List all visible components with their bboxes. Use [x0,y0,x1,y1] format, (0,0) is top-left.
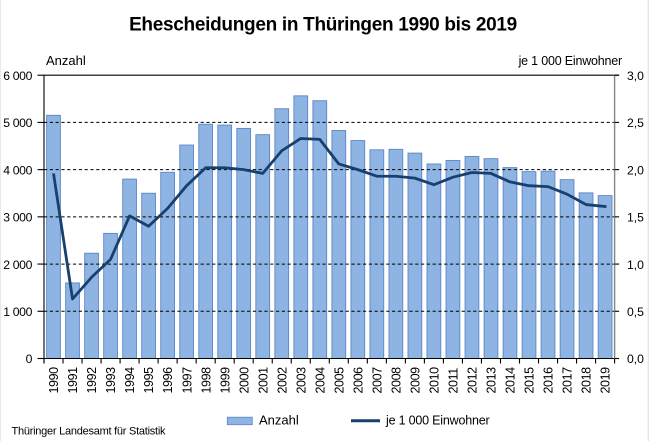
svg-text:Anzahl: Anzahl [46,53,86,68]
svg-text:2002: 2002 [275,367,289,394]
svg-text:1997: 1997 [180,367,194,394]
svg-text:2010: 2010 [428,367,442,394]
svg-text:6 000: 6 000 [3,69,32,83]
svg-text:1,5: 1,5 [627,211,644,225]
svg-text:2005: 2005 [332,367,346,394]
svg-text:1992: 1992 [85,367,99,394]
svg-text:1996: 1996 [161,367,175,394]
svg-text:2003: 2003 [294,367,308,394]
svg-text:2007: 2007 [370,367,384,394]
svg-text:2011: 2011 [447,368,461,394]
svg-text:3 000: 3 000 [3,211,32,225]
svg-text:1990: 1990 [47,367,61,394]
svg-text:5 000: 5 000 [3,116,32,130]
svg-text:1993: 1993 [104,367,118,394]
svg-text:2001: 2001 [256,367,270,394]
svg-text:je 1 000 Einwohner: je 1 000 Einwohner [518,54,622,68]
svg-text:2019: 2019 [599,367,613,394]
svg-text:2018: 2018 [580,367,594,394]
svg-text:je 1 000 Einwohner: je 1 000 Einwohner [385,414,489,428]
svg-text:2000: 2000 [237,367,251,394]
svg-text:Ehescheidungen in Thüringen 19: Ehescheidungen in Thüringen 1990 bis 201… [129,15,517,36]
svg-text:2012: 2012 [466,367,480,394]
svg-text:2016: 2016 [542,367,556,394]
svg-text:0,0: 0,0 [627,352,644,366]
svg-text:2015: 2015 [523,367,537,394]
svg-text:2004: 2004 [313,367,327,394]
svg-text:2017: 2017 [561,367,575,394]
svg-text:1,0: 1,0 [627,258,644,272]
svg-text:3,0: 3,0 [627,69,644,83]
svg-text:1 000: 1 000 [3,305,32,319]
svg-text:Anzahl: Anzahl [259,413,299,428]
svg-text:4 000: 4 000 [3,163,32,177]
svg-text:0: 0 [26,352,33,366]
svg-text:2014: 2014 [504,367,518,394]
svg-text:2,5: 2,5 [627,116,644,130]
svg-text:2009: 2009 [408,367,422,394]
svg-text:1999: 1999 [218,367,232,394]
svg-text:1994: 1994 [123,367,137,394]
svg-text:2006: 2006 [351,367,365,394]
svg-text:2,0: 2,0 [627,163,644,177]
svg-text:0,5: 0,5 [627,305,644,319]
svg-text:Thüringer Landesamt für Statis: Thüringer Landesamt für Statistik [12,426,167,438]
svg-text:2008: 2008 [389,367,403,394]
svg-text:2013: 2013 [485,367,499,394]
svg-text:1995: 1995 [142,367,156,394]
svg-text:1998: 1998 [199,367,213,394]
svg-text:2 000: 2 000 [3,258,32,272]
svg-text:1991: 1991 [66,367,80,394]
